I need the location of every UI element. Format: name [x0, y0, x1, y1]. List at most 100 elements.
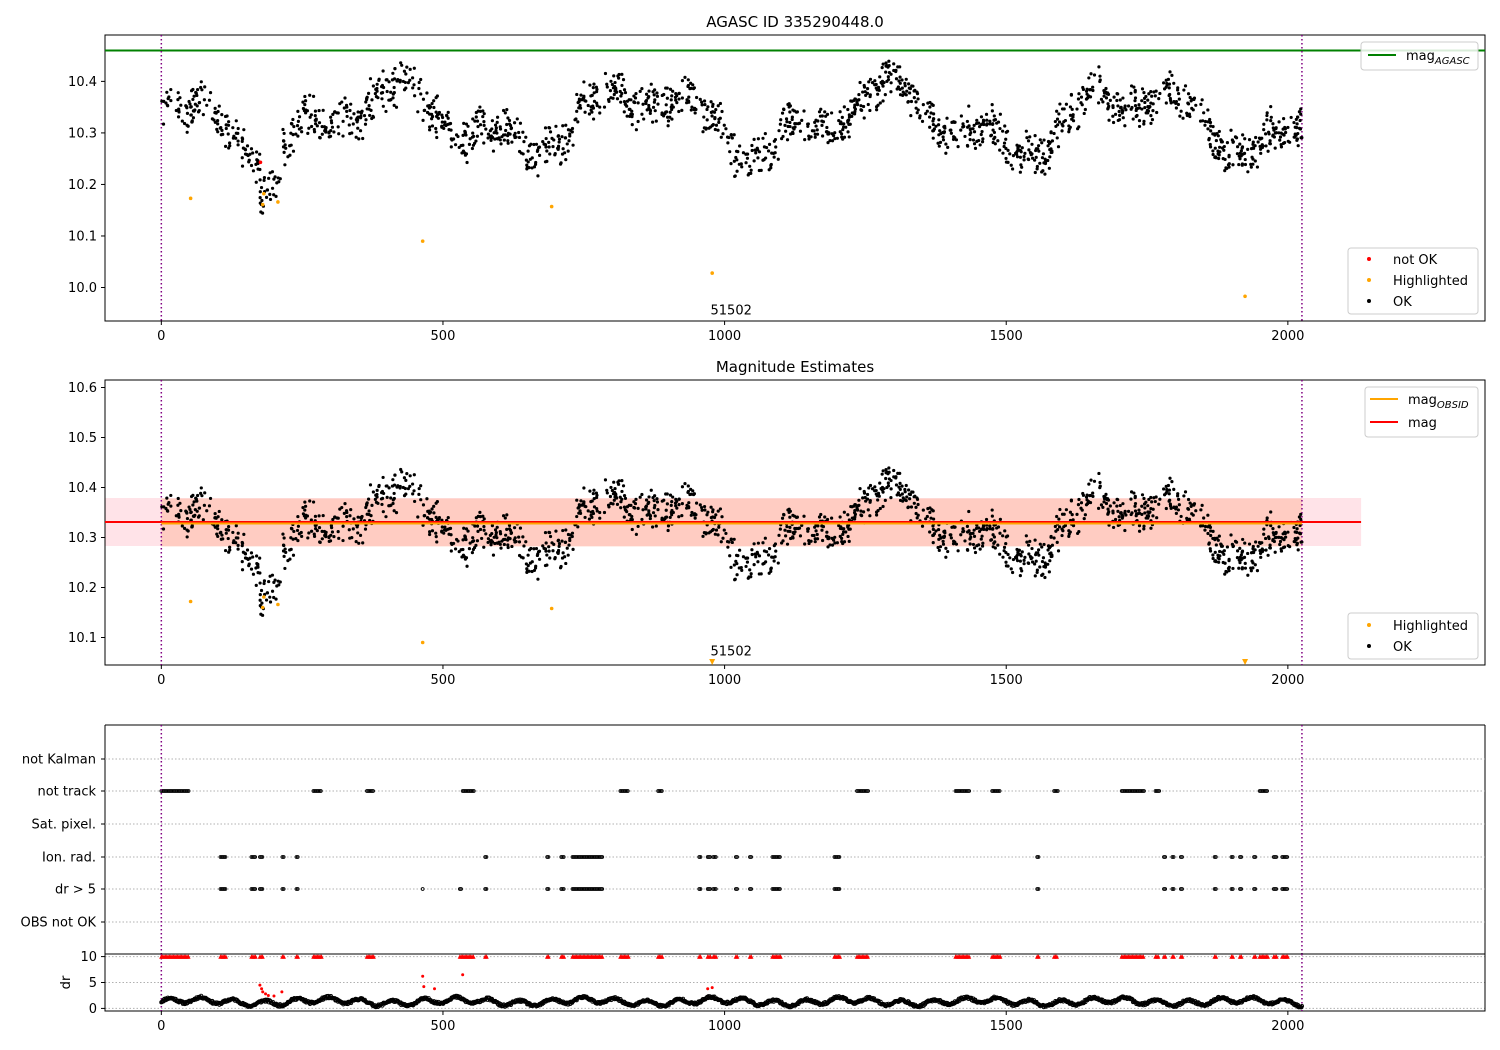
- flag-marker: [546, 855, 551, 859]
- ok-point: [463, 132, 467, 136]
- ok-point: [1277, 535, 1281, 539]
- ok-point: [1295, 543, 1299, 547]
- ok-point: [1104, 96, 1109, 100]
- ok-point: [199, 80, 203, 84]
- ok-point: [1208, 117, 1212, 122]
- ok-point: [517, 553, 522, 558]
- ok-point: [471, 536, 475, 540]
- ok-point: [505, 513, 509, 517]
- ok-point: [1153, 94, 1157, 98]
- ok-point: [842, 105, 846, 109]
- ok-point: [408, 474, 412, 478]
- ok-point: [709, 110, 713, 114]
- x-tick-label: 1000: [708, 673, 741, 688]
- ok-point: [666, 528, 670, 533]
- ok-point: [838, 110, 842, 114]
- ok-point: [471, 131, 475, 135]
- ok-point: [802, 514, 806, 518]
- ok-point: [1203, 528, 1207, 532]
- ok-point: [1143, 100, 1147, 105]
- ok-point: [977, 543, 981, 547]
- ok-point: [169, 98, 173, 103]
- ok-point: [993, 142, 997, 146]
- ok-point: [921, 103, 925, 107]
- ok-point: [724, 127, 728, 131]
- ok-point: [502, 138, 506, 142]
- ok-point: [1116, 104, 1120, 108]
- ok-point: [915, 516, 919, 520]
- ok-point: [620, 72, 624, 76]
- ok-point: [841, 532, 845, 536]
- ok-point: [314, 118, 318, 122]
- ok-point: [534, 142, 539, 146]
- ok-point: [185, 516, 190, 521]
- flag-marker: [778, 855, 782, 859]
- ok-point: [368, 77, 373, 81]
- ok-point: [254, 583, 258, 587]
- ok-point: [795, 110, 799, 114]
- ok-point: [885, 470, 889, 474]
- ok-point: [977, 125, 982, 129]
- ok-point: [791, 530, 795, 535]
- ok-point: [1040, 156, 1045, 160]
- flag-marker: [294, 887, 299, 891]
- flag-marker: [1162, 887, 1166, 891]
- ok-point: [1107, 510, 1111, 514]
- ok-point: [647, 89, 651, 93]
- ok-point: [903, 84, 907, 88]
- ok-point: [462, 121, 466, 125]
- ok-point: [1266, 553, 1270, 557]
- ok-point: [296, 134, 300, 138]
- ok-point: [1189, 99, 1193, 103]
- ok-point: [490, 127, 494, 131]
- ok-point: [1162, 81, 1166, 85]
- ok-point: [1273, 550, 1277, 554]
- ok-point: [315, 124, 319, 128]
- ok-point: [779, 118, 783, 122]
- ok-point: [803, 137, 807, 142]
- ok-point: [375, 82, 379, 86]
- ok-point: [1121, 109, 1125, 113]
- ok-point: [558, 566, 563, 570]
- flag-marker: [600, 887, 605, 891]
- ok-point: [1087, 500, 1091, 504]
- ok-point: [756, 137, 760, 141]
- ok-point: [295, 528, 300, 533]
- ok-point: [1058, 507, 1062, 512]
- ok-point: [376, 501, 380, 505]
- ok-point: [309, 518, 313, 522]
- ok-point: [971, 531, 975, 535]
- flag-marker: [1055, 789, 1060, 793]
- ok-point: [981, 137, 985, 141]
- ok-point: [495, 120, 499, 124]
- legend-highlighted-swatch: [1367, 278, 1371, 282]
- ok-point: [1035, 167, 1039, 171]
- ok-point: [978, 547, 982, 551]
- ok-point: [1241, 556, 1245, 560]
- ok-point: [525, 567, 529, 571]
- ok-point: [595, 101, 599, 105]
- ok-point: [598, 105, 602, 109]
- ok-point: [870, 487, 875, 491]
- ok-point: [991, 527, 995, 531]
- ok-point: [1174, 99, 1179, 104]
- ok-point: [1241, 152, 1245, 156]
- ok-point: [1266, 130, 1271, 134]
- flag-marker: [1252, 855, 1256, 859]
- ok-point: [628, 114, 632, 118]
- ok-point: [475, 539, 480, 543]
- ok-point: [471, 117, 475, 121]
- ok-point: [493, 528, 498, 532]
- ok-point: [548, 126, 552, 130]
- ok-point: [556, 550, 560, 554]
- ok-point: [875, 108, 879, 112]
- ok-point: [656, 507, 660, 512]
- ok-point: [861, 496, 865, 500]
- ok-point: [306, 131, 310, 135]
- ok-point: [914, 505, 918, 509]
- ok-point: [1063, 118, 1068, 123]
- ok-point: [688, 87, 692, 91]
- ok-point: [789, 536, 793, 541]
- ok-point: [196, 515, 201, 519]
- ok-point: [240, 541, 245, 545]
